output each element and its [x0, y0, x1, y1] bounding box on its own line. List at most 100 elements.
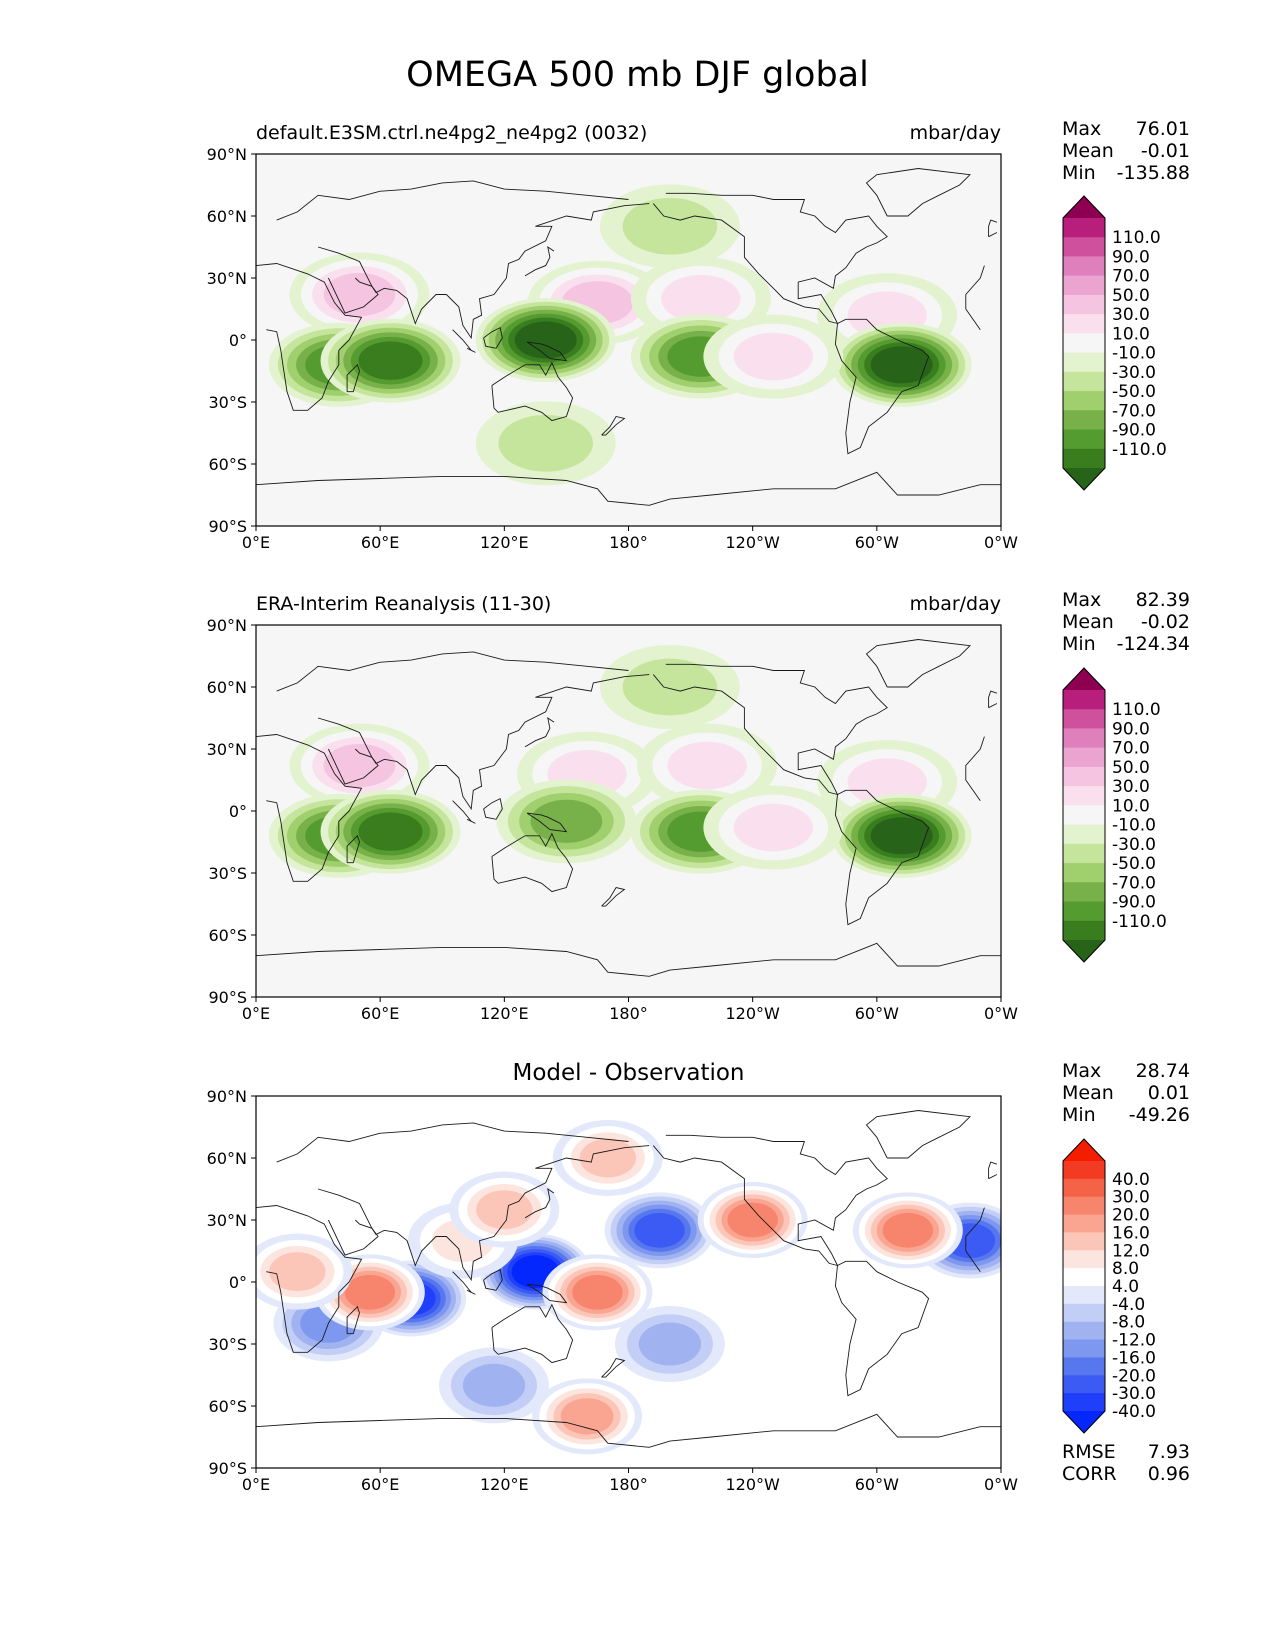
contour-band — [634, 1212, 685, 1248]
contour-band — [530, 799, 603, 843]
colorbar-tick-label: -30.0 — [1112, 835, 1156, 855]
contour-band — [358, 341, 423, 380]
x-tick-label: 60°E — [361, 1475, 399, 1494]
contour-band — [476, 1190, 533, 1230]
contour-field — [256, 1110, 1001, 1455]
stat-label: Max — [1062, 589, 1102, 611]
y-tick-label: 60°S — [208, 455, 247, 474]
colorbar-tick-label: 30.0 — [1112, 777, 1150, 797]
colorbar-bin — [1063, 766, 1105, 787]
colorbar-bin — [1063, 805, 1105, 826]
colorbar-tick-label: 90.0 — [1112, 247, 1150, 267]
x-tick-label: 0°W — [984, 1004, 1018, 1023]
contour-band — [572, 1274, 623, 1310]
stat-label: Min — [1062, 1104, 1096, 1126]
colorbar-tick-label: 4.0 — [1112, 1277, 1139, 1297]
colorbar-tick-label: 110.0 — [1112, 700, 1161, 720]
colorbar-tick-label: -50.0 — [1112, 854, 1156, 874]
colorbar-bin — [1063, 709, 1105, 729]
coastline — [256, 942, 1001, 977]
colorbar-extend-max — [1063, 668, 1105, 690]
colorbar-bin — [1063, 882, 1105, 903]
contour-band — [661, 274, 741, 323]
colorbar-tick-label: -4.0 — [1112, 1295, 1145, 1315]
y-tick-label: 90°N — [207, 616, 247, 635]
colorbar-tick-label: -16.0 — [1112, 1348, 1156, 1368]
colorbar-tick-label: -30.0 — [1112, 1384, 1156, 1404]
y-tick-label: 60°N — [207, 678, 247, 697]
colorbar-bin — [1063, 294, 1105, 315]
coastline — [491, 832, 574, 893]
colorbar-tick-label: 70.0 — [1112, 739, 1150, 759]
colorbar-outline — [1062, 1138, 1106, 1434]
coastline — [865, 168, 971, 217]
colorbar-bin — [1063, 371, 1105, 392]
colorbar-bin — [1063, 1178, 1105, 1198]
coastline — [988, 1161, 998, 1180]
colorbar-bin — [1063, 786, 1105, 806]
colorbar-tick-label: -50.0 — [1112, 382, 1156, 402]
y-tick-label: 60°S — [208, 926, 247, 945]
corr-label: CORR — [1062, 1463, 1117, 1485]
colorbar-tick-label: 30.0 — [1112, 1188, 1150, 1208]
coastline — [256, 263, 985, 411]
rmse-label: RMSE — [1062, 1441, 1116, 1463]
colorbar-bin — [1063, 1393, 1105, 1412]
coastline — [346, 1305, 360, 1335]
y-tick-label: 60°S — [208, 1397, 247, 1416]
x-tick-label: 0°E — [242, 1004, 270, 1023]
contour-band — [462, 1363, 526, 1407]
colorbar-tick-label: -20.0 — [1112, 1366, 1156, 1386]
coastline — [865, 639, 971, 688]
coastline — [834, 318, 930, 455]
coastline — [276, 1122, 629, 1163]
colorbar-tick-label: -90.0 — [1112, 421, 1156, 441]
contour-band — [733, 803, 814, 852]
stats-box: Max 28.74 Mean 0.01 Min -49.26 — [1062, 1060, 1190, 1126]
coastline — [256, 734, 985, 882]
colorbar-bin — [1063, 1268, 1105, 1287]
colorbar-extend-min — [1063, 940, 1105, 962]
colorbar-bin — [1063, 448, 1105, 469]
colorbar-tick-label: -8.0 — [1112, 1313, 1145, 1333]
colorbar-tick-label: 70.0 — [1112, 267, 1150, 287]
coastline — [834, 789, 930, 926]
rmse-corr-box: RMSE 7.93 CORR 0.96 — [1062, 1441, 1190, 1485]
contour-field — [256, 639, 1001, 977]
panel-left-title: default.E3SM.ctrl.ne4pg2_ne4pg2 (0032) — [256, 122, 648, 144]
panel-observation: ERA-Interim Reanalysis (11-30) mbar/day … — [0, 0, 1275, 1023]
contour-band — [727, 1202, 778, 1238]
x-tick-label: 120°E — [480, 533, 529, 552]
colorbar-outline — [1062, 195, 1106, 491]
colorbar-bin — [1063, 1303, 1105, 1323]
colorbar-tick-label: 50.0 — [1112, 758, 1150, 778]
colorbar-tick-label: -110.0 — [1112, 440, 1167, 460]
colorbar-bin — [1063, 275, 1105, 296]
colorbar-extend-min — [1063, 468, 1105, 490]
stat-label: Mean — [1062, 1082, 1114, 1104]
coastline — [524, 1188, 555, 1219]
colorbar-bin — [1063, 747, 1105, 768]
coastline — [601, 415, 626, 436]
map-plot: 0°E 60°E 120°E 180° 120°W 60°W 0°W 90°N 60°N 30°N… — [207, 145, 1167, 552]
colorbar-tick-label: -10.0 — [1112, 344, 1156, 364]
colorbar-tick-label: -70.0 — [1112, 401, 1156, 421]
stat-value: 28.74 — [1135, 1060, 1190, 1082]
contour-band — [560, 1398, 614, 1435]
x-tick-label: 180° — [609, 1475, 648, 1494]
coastline — [327, 748, 379, 785]
contour-field — [256, 168, 1001, 506]
colorbar-bin — [1063, 1357, 1105, 1376]
coastline — [652, 663, 888, 796]
x-tick-label: 0°E — [242, 1475, 270, 1494]
contour-band — [882, 1212, 934, 1248]
coastline — [483, 797, 503, 820]
colorbar-extend-max — [1063, 1139, 1105, 1161]
coastline — [601, 1357, 626, 1378]
stat-value: 0.01 — [1147, 1082, 1190, 1104]
y-tick-label: 90°N — [207, 145, 247, 164]
contour-band — [667, 741, 747, 790]
x-tick-label: 60°W — [855, 1004, 899, 1023]
stat-value: -0.02 — [1140, 611, 1190, 633]
y-tick-label: 60°N — [207, 1149, 247, 1168]
